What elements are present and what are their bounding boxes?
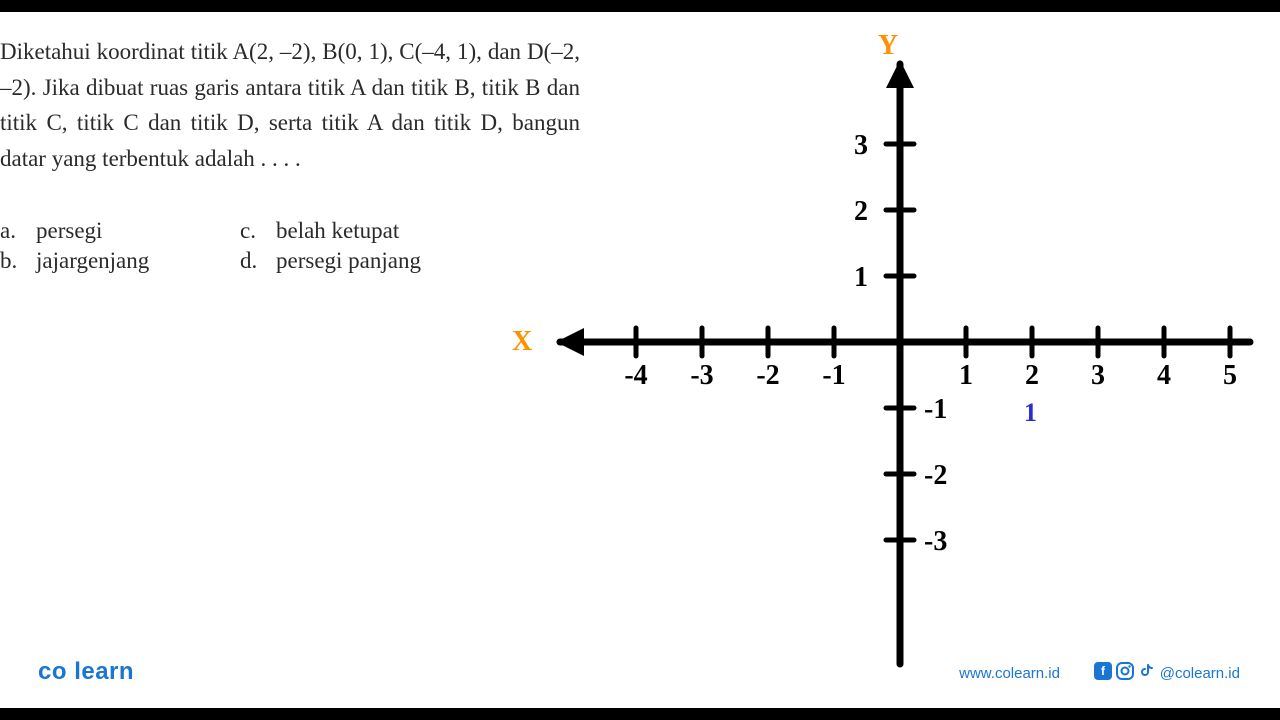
svg-text:2: 2 [854,196,868,227]
svg-text:-3: -3 [924,526,947,557]
option-b-text: jajargenjang [36,248,149,274]
coordinate-plane: -4 -3 -2 -1 1 2 3 4 5 1 2 3 -1 -2 -3 1 Y X [500,24,1280,704]
svg-text:1: 1 [1024,398,1037,427]
website-link[interactable]: www.colearn.id [959,665,1060,682]
social-handle[interactable]: @colearn.id [1160,665,1240,682]
svg-text:1: 1 [854,262,868,293]
option-d-letter: d. [240,248,276,274]
svg-text:-3: -3 [690,360,713,391]
svg-text:2: 2 [1025,360,1039,391]
option-d-text: persegi panjang [276,248,421,274]
svg-text:4: 4 [1157,360,1171,391]
letterbox-bottom [0,708,1280,720]
answer-options: a. persegi c. belah ketupat b. jajargenj… [0,218,421,278]
option-row-1: a. persegi c. belah ketupat [0,218,421,244]
option-b[interactable]: b. jajargenjang [0,248,240,274]
svg-text:-4: -4 [624,360,647,391]
facebook-icon[interactable]: f [1094,662,1112,684]
social-links: f @colearn.id [1094,662,1240,684]
option-c[interactable]: c. belah ketupat [240,218,399,244]
option-a-text: persegi [36,218,102,244]
svg-text:-2: -2 [756,360,779,391]
option-b-letter: b. [0,248,36,274]
option-a-letter: a. [0,218,36,244]
option-row-2: b. jajargenjang d. persegi panjang [0,248,421,274]
svg-text:1: 1 [959,360,973,391]
svg-text:-2: -2 [924,460,947,491]
footer: co learn www.colearn.id f @colearn.id [0,650,1280,686]
svg-text:5: 5 [1223,360,1237,391]
instagram-icon[interactable] [1116,662,1134,684]
letterbox-top [0,0,1280,12]
option-a[interactable]: a. persegi [0,218,240,244]
svg-text:3: 3 [854,130,868,161]
svg-text:-1: -1 [924,394,947,425]
y-axis-label: Y [878,30,898,62]
logo-learn: learn [74,658,134,685]
option-c-text: belah ketupat [276,218,399,244]
logo-co: co [38,658,67,685]
coordinate-plane-svg: -4 -3 -2 -1 1 2 3 4 5 1 2 3 -1 -2 -3 1 [500,24,1280,704]
svg-text:-1: -1 [822,360,845,391]
question-text: Diketahui koordinat titik A(2, –2), B(0,… [0,34,580,177]
x-axis-label: X [512,326,532,358]
content-area: Diketahui koordinat titik A(2, –2), B(0,… [0,24,1280,708]
tiktok-icon[interactable] [1138,662,1156,684]
option-c-letter: c. [240,218,276,244]
brand-logo: co learn [38,658,134,686]
svg-text:3: 3 [1091,360,1105,391]
option-d[interactable]: d. persegi panjang [240,248,421,274]
